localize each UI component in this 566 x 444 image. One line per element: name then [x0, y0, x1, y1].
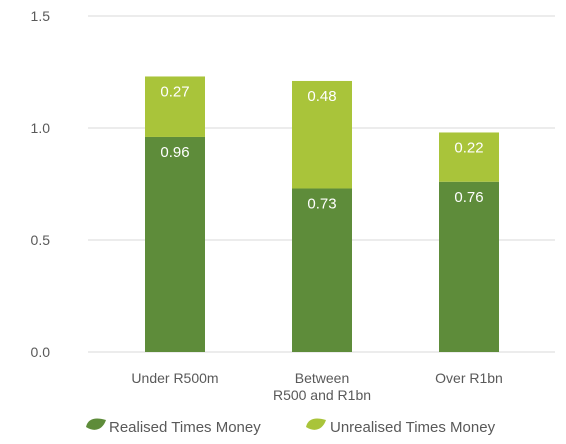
- y-tick-label: 1.0: [31, 120, 51, 136]
- legend-label: Unrealised Times Money: [330, 419, 496, 436]
- y-tick-label: 1.5: [31, 8, 51, 24]
- x-tick-label-line: Under R500m: [131, 370, 218, 386]
- data-label: 0.96: [160, 144, 189, 161]
- x-tick-label-line: R500 and R1bn: [273, 387, 371, 403]
- x-tick-label: Under R500m: [131, 370, 218, 386]
- y-tick-label: 0.0: [31, 344, 51, 360]
- bar-segment-unrealised: [292, 80, 352, 189]
- bar-segment-unrealised: [145, 76, 205, 137]
- x-tick-label-line: Over R1bn: [435, 370, 503, 386]
- data-label: 0.48: [307, 88, 336, 105]
- bar-segment-realised: [292, 188, 352, 352]
- data-label: 0.22: [454, 139, 483, 156]
- x-tick-label-line: Between: [295, 370, 349, 386]
- data-label: 0.27: [160, 83, 189, 100]
- legend-leaf-icon-realised: [86, 418, 106, 430]
- data-label: 0.73: [307, 195, 336, 212]
- x-tick-label: Between R500 and R1bn: [273, 370, 371, 403]
- legend-leaf-icon-unrealised: [306, 418, 326, 430]
- legend-label: Realised Times Money: [109, 419, 261, 436]
- bar-segment-unrealised: [439, 132, 499, 182]
- y-tick-label: 0.5: [31, 232, 51, 248]
- bar-segment-realised: [439, 181, 499, 352]
- x-tick-label: Over R1bn: [435, 370, 503, 386]
- data-label: 0.76: [454, 189, 483, 206]
- bar-segment-realised: [145, 136, 205, 352]
